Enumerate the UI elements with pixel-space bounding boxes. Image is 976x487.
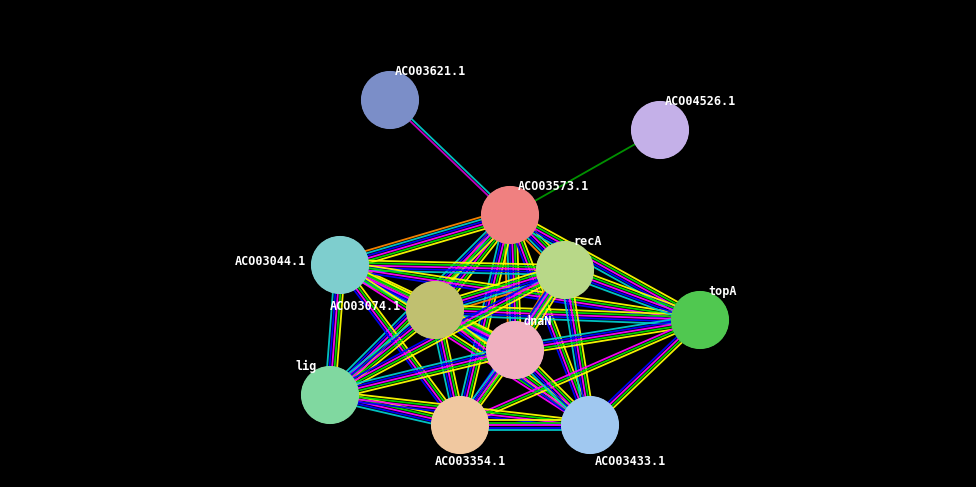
Text: ACO03621.1: ACO03621.1 xyxy=(395,65,467,78)
Circle shape xyxy=(362,72,418,128)
Circle shape xyxy=(672,292,728,348)
Text: recA: recA xyxy=(573,235,601,248)
Text: ACO03354.1: ACO03354.1 xyxy=(435,455,507,468)
Text: ACO03044.1: ACO03044.1 xyxy=(235,255,306,268)
Circle shape xyxy=(302,367,358,423)
Circle shape xyxy=(562,397,618,453)
Text: ACO03074.1: ACO03074.1 xyxy=(330,300,401,313)
Circle shape xyxy=(482,187,538,243)
Circle shape xyxy=(487,322,543,378)
Circle shape xyxy=(432,397,488,453)
Circle shape xyxy=(312,237,368,293)
Circle shape xyxy=(407,282,463,338)
Text: dnaN: dnaN xyxy=(523,315,551,328)
Text: ACO03433.1: ACO03433.1 xyxy=(595,455,667,468)
Circle shape xyxy=(632,102,688,158)
Text: lig: lig xyxy=(295,360,316,373)
Text: topA: topA xyxy=(708,285,737,298)
Circle shape xyxy=(537,242,593,298)
Text: ACO04526.1: ACO04526.1 xyxy=(665,95,736,108)
Text: ACO03573.1: ACO03573.1 xyxy=(518,180,590,193)
